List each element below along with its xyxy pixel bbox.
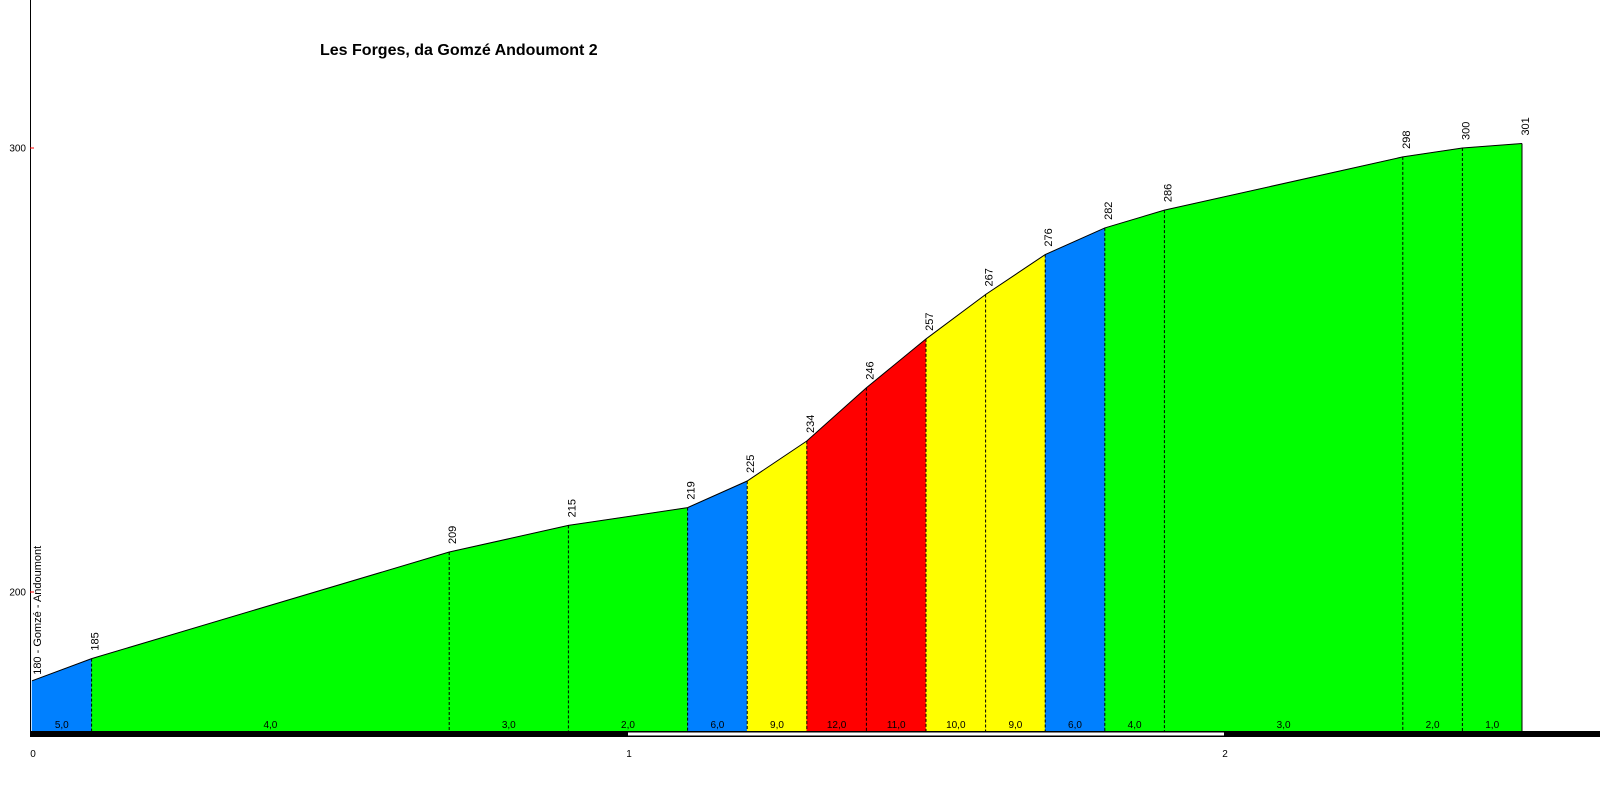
y-tick-label: 200 [9,588,26,599]
distance-scale-bar [30,731,1600,737]
gradient-label: 9,0 [770,720,784,731]
segment-fill [1044,227,1106,732]
gradient-labels: 5,0 4,0 3,0 2,0 6,0 9,0 12,0 11,0 10,0 9,0 6,0 4,0 3… [55,720,1500,731]
gradient-label: 1,0 [1485,720,1499,731]
segment-fill [687,480,748,732]
gradient-label: 5,0 [55,720,69,731]
segment-dividers [91,143,1523,731]
elevation-label: 215 [566,499,578,517]
gradient-label: 3,0 [502,720,516,731]
gradient-label: 9,0 [1008,720,1022,731]
segment-fill [925,294,986,732]
elevation-label: 185 [90,632,102,650]
x-tick-label: 1 [626,749,632,760]
elevation-label: 234 [805,415,817,433]
elevation-outline [31,143,1523,682]
elevation-label: 286 [1162,184,1174,202]
y-axis-ticks: 200 300 [9,144,34,599]
segment-fill [1462,143,1523,732]
x-tick-label: 2 [1222,749,1228,760]
segment-fill [1402,147,1463,732]
elevation-label: 225 [745,455,757,473]
elevation-label: 276 [1043,228,1055,246]
segment-fill [985,254,1046,732]
elevation-labels: 185 209 215 219 225 234 246 257 267 276 282 286 298 3… [90,117,1532,650]
gradient-label: 12,0 [827,720,847,731]
elevation-label: 267 [984,268,996,286]
gradient-label: 4,0 [1128,720,1142,731]
segment-fill [448,525,569,732]
segment-fill [866,338,927,732]
elevation-label: 209 [447,526,459,544]
elevation-label: 257 [924,313,936,331]
x-tick-label: 0 [30,749,36,760]
gradient-label: 6,0 [710,720,724,731]
elevation-label: 219 [686,481,698,499]
gradient-label: 11,0 [887,720,906,731]
segment-fill [91,551,450,732]
gradient-label: 2,0 [621,720,635,731]
elevation-label: 246 [864,361,876,379]
scale-bar-white-section [628,732,1224,736]
elevation-label: 301 [1520,117,1532,135]
x-axis-ticks: 0 1 2 [30,749,1228,760]
gradient-label: 3,0 [1277,720,1291,731]
gradient-label: 4,0 [263,720,277,731]
elevation-label: 282 [1103,202,1115,220]
start-location-label: 180 - Gomzé - Andoumont [32,546,44,675]
gradient-segment-fills [31,143,1523,732]
y-tick-label: 300 [9,144,26,155]
segment-fill [1164,156,1404,732]
elevation-label: 300 [1460,122,1472,140]
gradient-label: 6,0 [1068,720,1082,731]
segment-fill [746,440,808,732]
segment-fill [1104,209,1165,732]
gradient-label: 10,0 [946,720,966,731]
gradient-label: 2,0 [1426,720,1440,731]
segment-fill [568,507,688,732]
segment-fill [806,387,867,732]
chart-title: Les Forges, da Gomzé Andoumont 2 [320,42,598,59]
elevation-label: 298 [1401,131,1413,149]
